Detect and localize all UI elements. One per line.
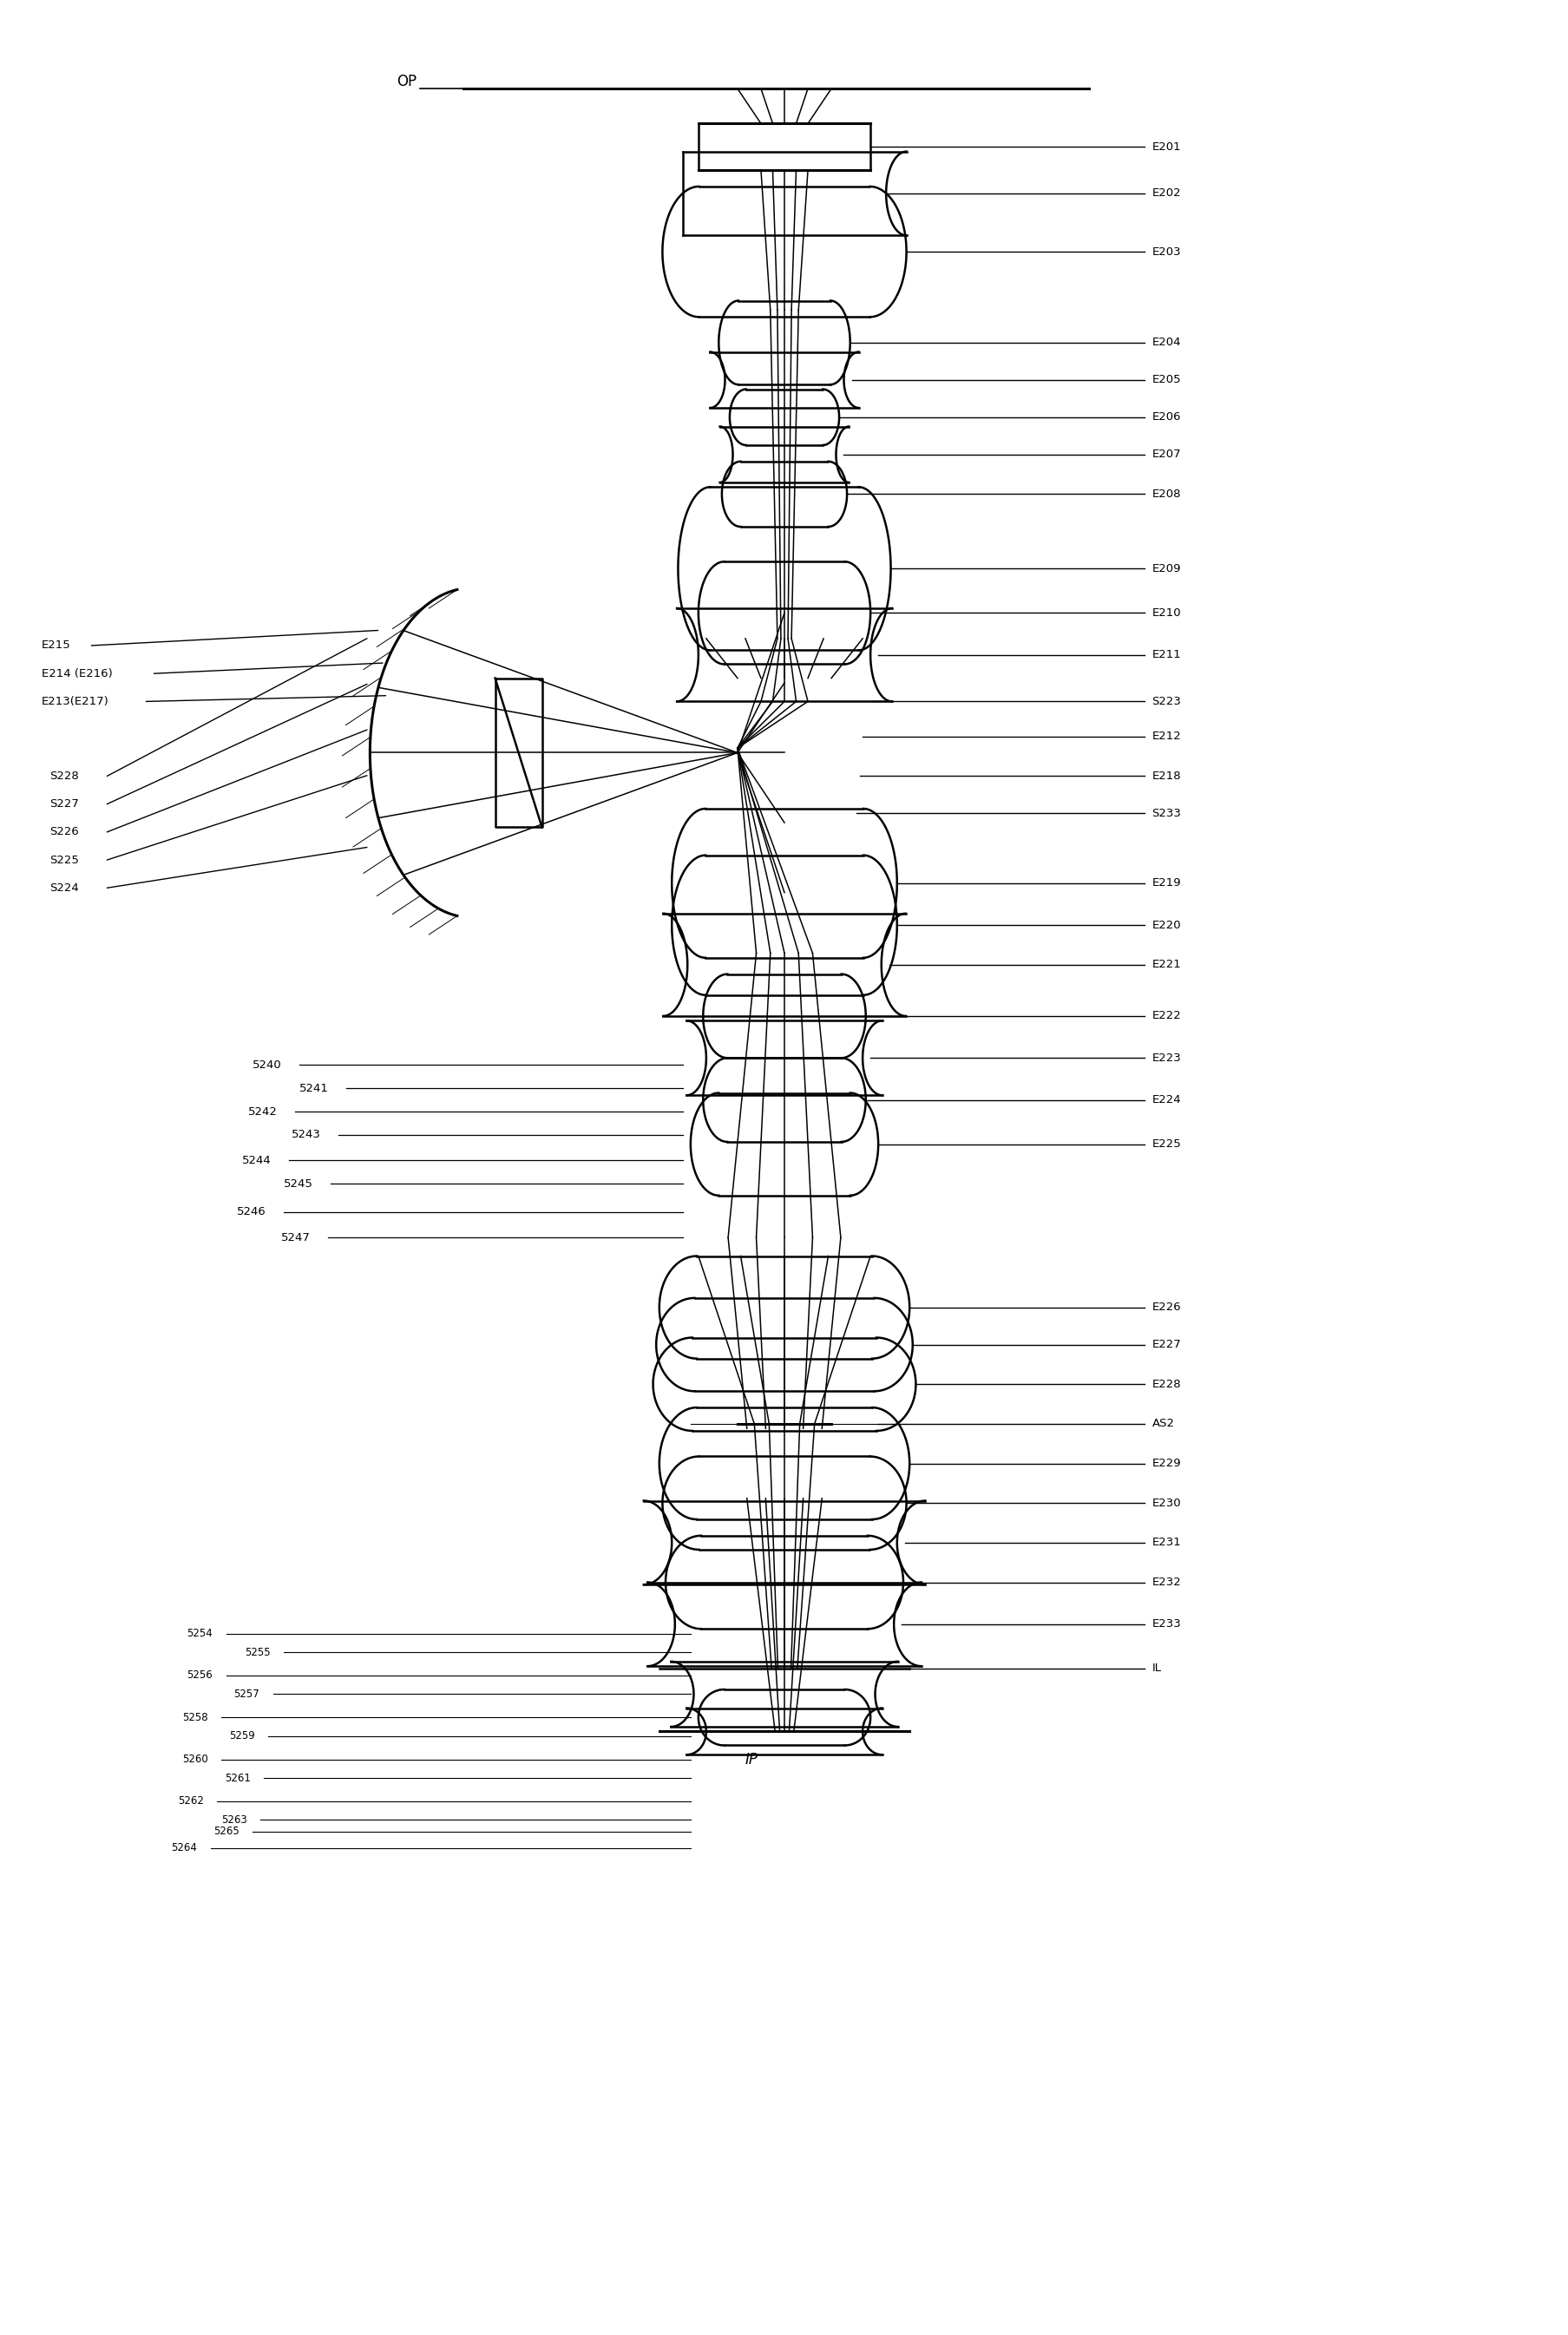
Text: E219: E219 [1151,878,1181,890]
Text: E201: E201 [1151,140,1181,152]
Text: AS2: AS2 [1151,1417,1174,1429]
Text: IL: IL [1151,1663,1160,1674]
Text: S228: S228 [49,771,78,782]
Text: 5262: 5262 [177,1796,204,1807]
Text: E223: E223 [1151,1053,1181,1065]
Text: E233: E233 [1151,1618,1181,1630]
Text: OP: OP [397,75,417,89]
Text: E205: E205 [1151,374,1181,385]
Text: S233: S233 [1151,808,1181,820]
Text: 5260: 5260 [182,1754,209,1765]
Text: 5254: 5254 [187,1627,213,1639]
Text: E225: E225 [1151,1139,1181,1149]
Text: E202: E202 [1151,187,1181,198]
Text: E211: E211 [1151,649,1181,661]
Text: E232: E232 [1151,1576,1181,1588]
Text: 5256: 5256 [187,1670,213,1681]
Text: E212: E212 [1151,731,1181,743]
Text: E226: E226 [1151,1301,1181,1312]
Text: 5245: 5245 [284,1179,314,1189]
Text: E208: E208 [1151,488,1181,500]
Text: 5263: 5263 [221,1814,248,1826]
Text: 5243: 5243 [292,1130,321,1139]
Text: E218: E218 [1151,771,1181,782]
Text: E204: E204 [1151,336,1181,348]
Text: S223: S223 [1151,696,1181,708]
Text: S226: S226 [49,827,78,838]
Text: S225: S225 [49,855,78,866]
Text: E213(E217): E213(E217) [41,696,108,708]
Text: E228: E228 [1151,1378,1181,1389]
Text: 5244: 5244 [241,1156,271,1165]
Text: E231: E231 [1151,1536,1181,1548]
Text: 5258: 5258 [182,1712,209,1723]
Text: 5246: 5246 [237,1207,267,1217]
Text: E229: E229 [1151,1457,1181,1469]
Text: IP: IP [745,1751,757,1768]
Text: 5257: 5257 [234,1688,260,1700]
Text: 5242: 5242 [248,1107,278,1116]
Text: E206: E206 [1151,411,1181,423]
Text: E224: E224 [1151,1095,1181,1104]
Text: 5265: 5265 [213,1826,240,1838]
Text: 5241: 5241 [299,1083,329,1093]
Text: S224: S224 [49,883,78,894]
Text: 5247: 5247 [281,1233,310,1242]
Text: E215: E215 [41,640,71,651]
Text: E209: E209 [1151,563,1181,574]
Text: S227: S227 [49,799,78,810]
Text: E230: E230 [1151,1497,1181,1508]
Text: 5264: 5264 [171,1842,198,1854]
Text: E203: E203 [1151,245,1181,257]
Text: E222: E222 [1151,1011,1181,1023]
Text: 5255: 5255 [245,1646,270,1658]
Text: E220: E220 [1151,920,1181,932]
Text: E207: E207 [1151,448,1181,460]
Text: 5240: 5240 [252,1060,282,1072]
Text: E210: E210 [1151,607,1181,619]
Text: E221: E221 [1151,960,1181,971]
Text: 5259: 5259 [229,1730,256,1742]
Text: 5261: 5261 [224,1772,251,1784]
Text: E227: E227 [1151,1338,1181,1350]
Text: E214 (E216): E214 (E216) [41,668,113,679]
